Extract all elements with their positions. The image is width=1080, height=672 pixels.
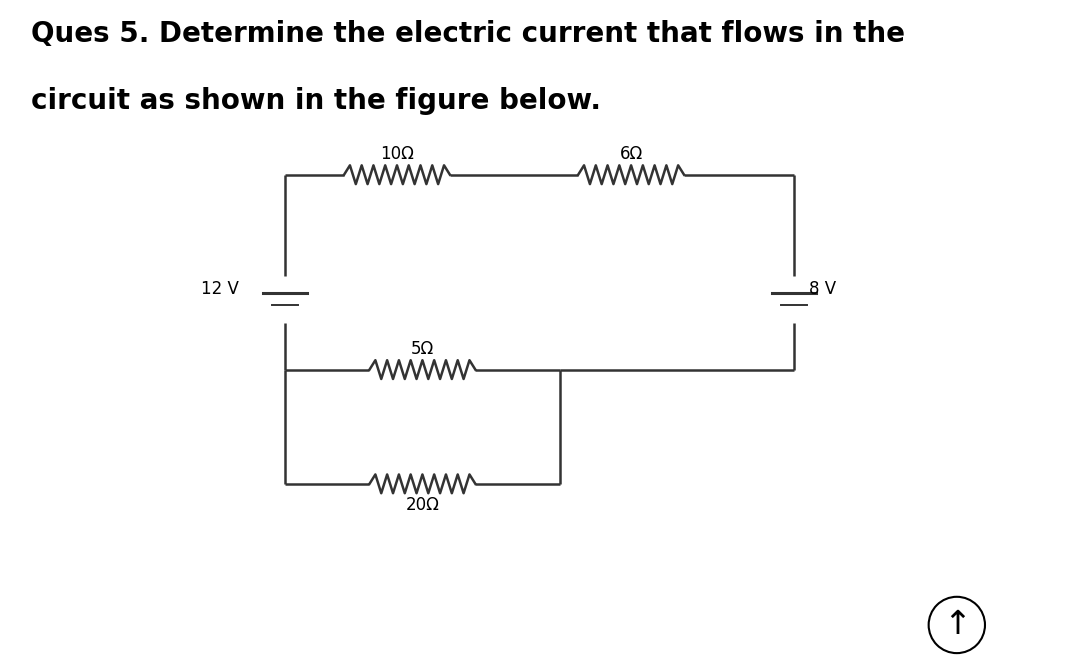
Text: ↑: ↑ [943, 608, 971, 642]
Text: 6Ω: 6Ω [620, 144, 643, 163]
Text: 20Ω: 20Ω [405, 496, 440, 514]
Text: 12 V: 12 V [201, 280, 239, 298]
Text: 8 V: 8 V [809, 280, 836, 298]
Text: 5Ω: 5Ω [410, 339, 434, 358]
Text: circuit as shown in the figure below.: circuit as shown in the figure below. [30, 87, 600, 116]
Text: 10Ω: 10Ω [380, 144, 414, 163]
Text: Ques 5. Determine the electric current that flows in the: Ques 5. Determine the electric current t… [30, 20, 905, 48]
